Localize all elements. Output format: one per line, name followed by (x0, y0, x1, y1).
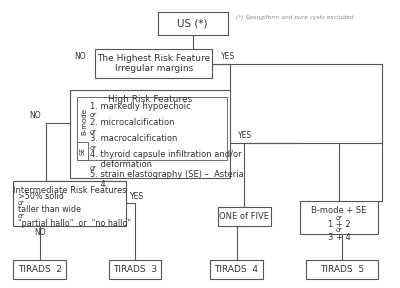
Text: TIRADS  3: TIRADS 3 (113, 265, 157, 274)
Text: >50% solid: >50% solid (18, 192, 64, 201)
Text: ONE of FIVE: ONE of FIVE (219, 212, 269, 221)
Text: The Highest Risk Feature
Irregular margins: The Highest Risk Feature Irregular margi… (97, 54, 210, 73)
Text: 1. markedly hypoechoic: 1. markedly hypoechoic (90, 102, 191, 111)
Text: NO: NO (74, 52, 86, 61)
Text: 4. thyroid capsule infiltration and/or
    deformation: 4. thyroid capsule infiltration and/or d… (90, 150, 242, 169)
Text: (*) Spongiform and pure cysts excluded: (*) Spongiform and pure cysts excluded (236, 15, 353, 20)
Text: 3. macrocalcification: 3. macrocalcification (90, 134, 178, 143)
Text: 1 + 2: 1 + 2 (328, 220, 350, 229)
Text: or: or (90, 145, 97, 151)
Text: YES: YES (221, 52, 235, 61)
FancyBboxPatch shape (306, 260, 378, 279)
Text: Intermediate Risk Features: Intermediate Risk Features (13, 186, 127, 195)
Text: NO: NO (29, 111, 41, 120)
FancyBboxPatch shape (70, 90, 230, 178)
Text: High Risk Features: High Risk Features (108, 95, 192, 104)
FancyBboxPatch shape (218, 207, 271, 226)
Text: or: or (336, 215, 342, 221)
FancyBboxPatch shape (158, 12, 228, 35)
Text: or: or (90, 128, 97, 134)
Text: 2. microcalcification: 2. microcalcification (90, 118, 175, 127)
Text: or: or (336, 228, 342, 233)
FancyBboxPatch shape (210, 260, 263, 279)
Text: YES: YES (130, 192, 144, 201)
FancyBboxPatch shape (77, 97, 227, 160)
Text: TIRADS  5: TIRADS 5 (320, 265, 364, 274)
Text: 3 + 4: 3 + 4 (328, 233, 350, 242)
Text: taller than wide: taller than wide (18, 205, 81, 214)
Text: B-mode: B-mode (81, 108, 87, 134)
Text: NO: NO (34, 228, 46, 237)
FancyBboxPatch shape (77, 142, 88, 160)
FancyBboxPatch shape (95, 50, 212, 78)
Text: or: or (90, 165, 97, 170)
Text: B-mode + SE: B-mode + SE (311, 206, 366, 215)
Text: TIRADS  2: TIRADS 2 (18, 265, 62, 274)
Text: or: or (90, 113, 97, 118)
FancyBboxPatch shape (13, 181, 126, 226)
Text: SE: SE (79, 147, 85, 155)
FancyBboxPatch shape (300, 201, 378, 234)
Text: or: or (18, 213, 25, 219)
Text: TIRADS  4: TIRADS 4 (214, 265, 258, 274)
Text: YES: YES (238, 131, 252, 140)
Text: US (*): US (*) (178, 19, 208, 29)
Text: or: or (18, 200, 25, 206)
FancyBboxPatch shape (13, 260, 66, 279)
Text: 5. strain elastography (SE) –  Asteria
    4: 5. strain elastography (SE) – Asteria 4 (90, 170, 244, 189)
FancyBboxPatch shape (109, 260, 162, 279)
Text: "partial hallo"  or  "no hallo": "partial hallo" or "no hallo" (18, 219, 131, 228)
